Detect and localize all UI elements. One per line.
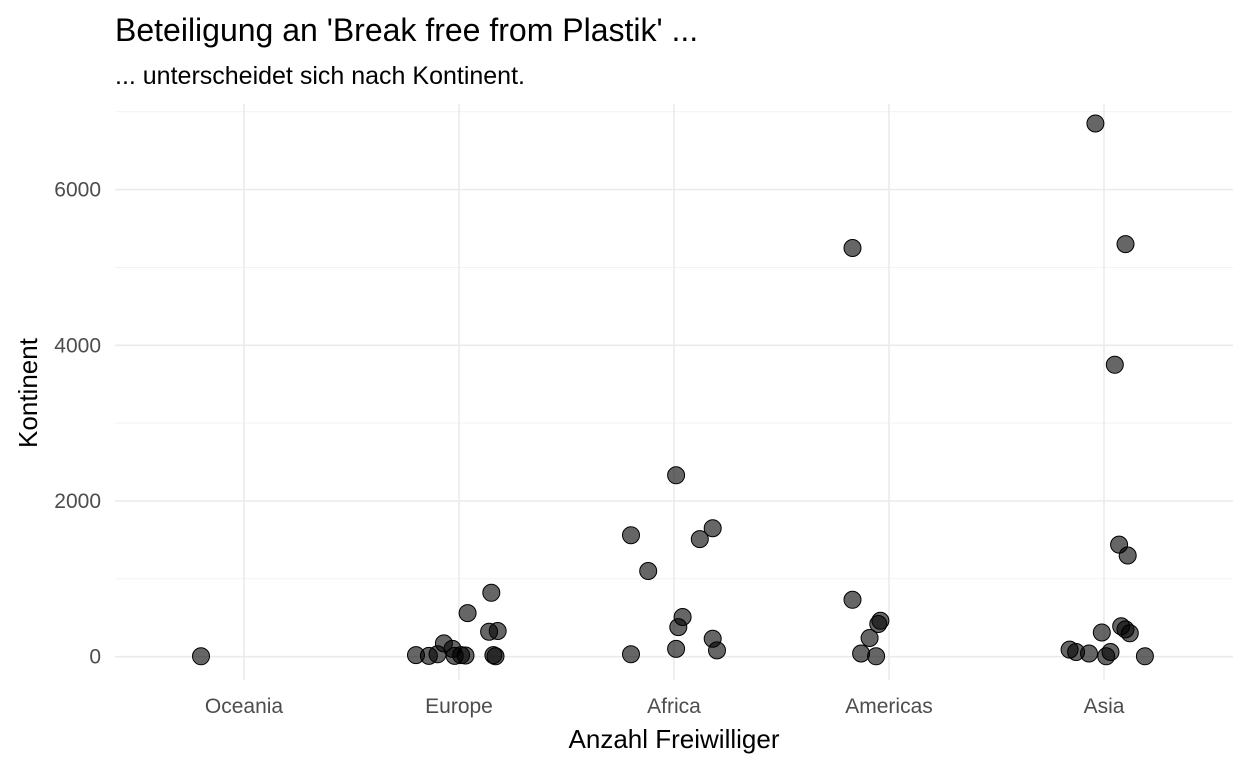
data-point-asia-40: [1105, 355, 1124, 374]
data-point-europe-8: [456, 646, 475, 665]
data-point-europe-13: [486, 647, 505, 666]
data-point-asia-45: [1118, 546, 1137, 565]
data-point-americas-30: [867, 647, 886, 666]
data-point-asia-36: [1086, 114, 1105, 133]
data-point-africa-17: [639, 562, 658, 580]
data-point-europe-9: [458, 604, 477, 623]
x-axis-label: Anzahl Freiwilliger: [569, 724, 780, 754]
data-point-europe-14: [488, 622, 507, 640]
x-axis-ticks: Oceania Europe Africa Americas Asia: [205, 695, 1125, 718]
y-tick-label-0: 0: [89, 646, 101, 669]
data-point-africa-18: [667, 466, 686, 485]
chart-subtitle: ... unterscheidet sich nach Kontinent.: [115, 62, 525, 90]
y-axis-label: Kontinent: [13, 337, 43, 448]
data-point-americas-29: [860, 629, 879, 647]
data-point-asia-47: [1135, 647, 1154, 666]
data-point-africa-25: [708, 641, 726, 660]
grid-lines: [115, 104, 1233, 680]
y-tick-label-2000: 2000: [54, 490, 101, 513]
y-tick-label-4000: 4000: [54, 334, 101, 357]
data-point-asia-46: [1120, 624, 1139, 643]
x-tick-label-europe: Europe: [425, 695, 493, 718]
data-point-asia-37: [1092, 623, 1111, 642]
data-point-africa-16: [622, 645, 640, 664]
x-tick-label-africa: Africa: [647, 695, 701, 718]
data-point-oceania-0: [192, 647, 210, 666]
data-point-asia-44: [1116, 235, 1135, 254]
data-point-africa-21: [673, 608, 692, 626]
data-point-europe-11: [482, 583, 501, 602]
data-point-americas-27: [843, 590, 862, 609]
data-point-asia-35: [1080, 644, 1098, 663]
data-point-americas-32: [871, 611, 890, 630]
data-points: [192, 114, 1154, 666]
data-point-americas-26: [843, 239, 862, 257]
data-point-africa-23: [703, 519, 722, 538]
x-tick-label-americas: Americas: [845, 695, 933, 718]
data-point-africa-19: [667, 639, 686, 658]
data-point-asia-39: [1101, 643, 1120, 661]
data-point-americas-28: [852, 644, 871, 663]
x-tick-label-asia: Asia: [1084, 695, 1125, 718]
y-tick-label-6000: 6000: [54, 179, 101, 202]
x-tick-label-oceania: Oceania: [205, 695, 284, 718]
chart-title: Beteiligung an 'Break free from Plastik'…: [115, 12, 698, 48]
data-point-africa-22: [690, 530, 709, 549]
y-axis-ticks: 0 2000 4000 6000: [54, 179, 101, 669]
data-point-africa-15: [622, 526, 640, 545]
